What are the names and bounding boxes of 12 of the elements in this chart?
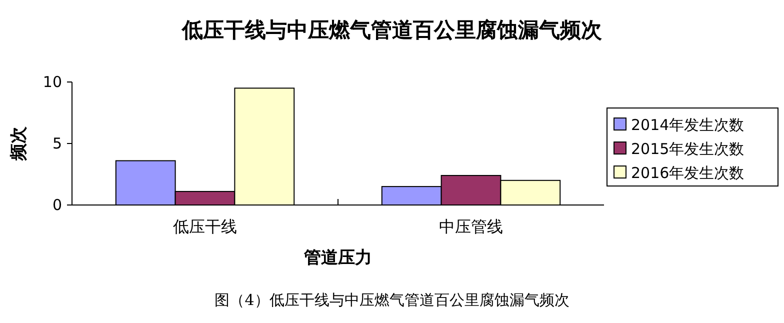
x-tick-label: 中压管线 — [439, 217, 503, 236]
legend-label: 2015年发生次数 — [631, 140, 744, 158]
y-axis-title: 频次 — [9, 126, 29, 162]
y-tick-label: 10 — [42, 73, 62, 91]
legend-label: 2016年发生次数 — [631, 164, 744, 182]
x-axis-title: 管道压力 — [303, 248, 372, 268]
legend-label: 2014年发生次数 — [631, 116, 744, 134]
text: 图（4）低压干线与中压燃气管道百公里腐蚀漏气频次 — [214, 291, 570, 309]
y-tick-label: 0 — [52, 196, 62, 214]
x-tick-label: 低压干线 — [173, 217, 237, 236]
chart-title: 低压干线与中压燃气管道百公里腐蚀漏气频次 — [181, 18, 603, 42]
y-tick-label: 5 — [52, 134, 62, 152]
